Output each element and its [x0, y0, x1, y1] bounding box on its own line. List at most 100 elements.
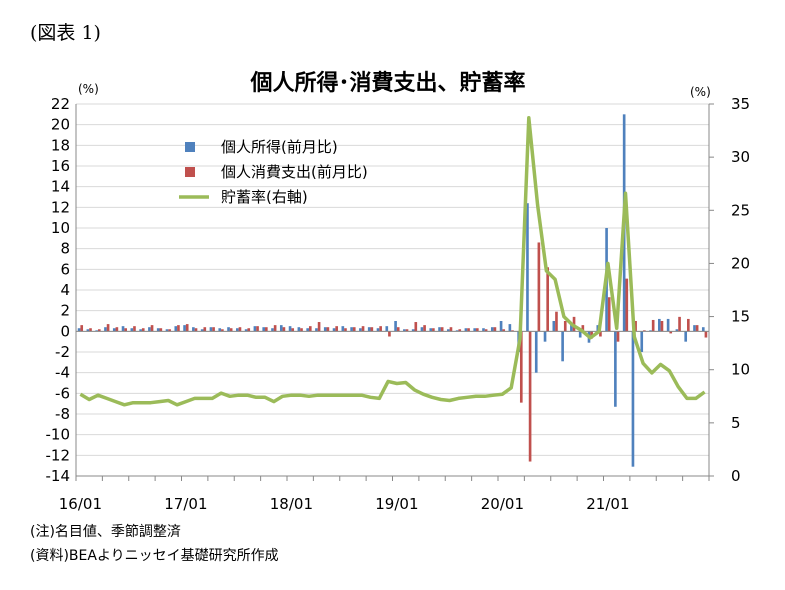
consumption-bar — [326, 327, 330, 332]
income-bar — [675, 329, 679, 332]
income-bar — [543, 331, 547, 342]
consumption-bar — [449, 327, 453, 332]
consumption-bar — [440, 327, 444, 332]
consumption-bar — [405, 329, 409, 332]
consumption-bar — [317, 322, 321, 332]
y-left-tick-label: 8 — [60, 240, 70, 258]
consumption-bar — [141, 328, 145, 332]
y-left-tick-label: -4 — [55, 364, 70, 382]
income-bar — [640, 331, 644, 352]
consumption-bar — [159, 328, 163, 332]
income-bar — [499, 321, 503, 332]
income-bar — [271, 328, 274, 332]
income-bar — [552, 321, 556, 332]
consumption-bar — [476, 328, 479, 332]
consumption-bar — [660, 321, 664, 332]
consumption-bar — [265, 327, 268, 332]
y-right-tick-label: 0 — [731, 467, 741, 485]
income-bar — [148, 327, 151, 332]
chart-title: 個人所得･消費支出、貯蓄率 — [249, 70, 525, 96]
consumption-bar — [335, 326, 338, 332]
income-bar — [411, 329, 415, 332]
consumption-bar — [581, 325, 585, 332]
income-bar — [684, 331, 688, 342]
consumption-bar — [194, 328, 198, 332]
consumption-bar — [273, 325, 277, 332]
income-bar — [200, 329, 204, 332]
consumption-bar — [203, 327, 207, 332]
income-bar — [367, 327, 371, 332]
y-left-tick-label: 12 — [51, 198, 70, 216]
y-left-tick-label: 22 — [51, 95, 70, 113]
y-right-tick-label: 15 — [731, 308, 750, 326]
consumption-bar — [625, 278, 629, 332]
tick-labels: 2220181614121086420-2-4-6-8-10-12-143530… — [46, 95, 751, 513]
y-left-tick-label: 10 — [51, 219, 70, 237]
consumption-bar — [546, 267, 549, 332]
consumption-bar — [458, 329, 462, 332]
income-bar — [253, 326, 257, 332]
consumption-bar — [669, 331, 673, 334]
income-bar — [614, 331, 617, 407]
income-bar — [526, 203, 529, 332]
consumption-bar — [238, 327, 242, 332]
income-bar — [464, 328, 468, 332]
income-bar — [288, 326, 292, 332]
income-bar — [209, 327, 213, 332]
income-bar — [447, 329, 450, 332]
consumption-bar — [643, 330, 646, 332]
consumption-bar — [133, 326, 136, 332]
income-bar — [262, 327, 266, 332]
income-bar — [570, 324, 573, 332]
consumption-bar — [502, 329, 506, 332]
y-axis-left-unit: (%) — [78, 82, 99, 96]
consumption-bar — [229, 328, 233, 332]
grid-lines — [76, 103, 709, 477]
consumption-bar — [361, 326, 365, 332]
income-bar — [508, 324, 512, 332]
note: (注)名目値、季節調整済 — [30, 524, 181, 540]
consumption-bar — [484, 329, 488, 332]
consumption-bar — [89, 328, 92, 332]
income-bar — [666, 318, 670, 332]
consumption-bar — [695, 325, 699, 332]
legend-label: 個人所得(前月比) — [221, 138, 338, 156]
income-bar — [95, 330, 98, 332]
consumption-bar — [414, 322, 418, 332]
income-bar — [332, 328, 336, 332]
consumption-bar — [344, 328, 347, 332]
income-bar — [341, 326, 345, 332]
consumption-bar — [115, 327, 119, 332]
income-bar — [139, 329, 142, 332]
income-bar — [156, 328, 160, 332]
y-left-tick-label: -14 — [46, 467, 71, 485]
income-bar — [86, 329, 90, 332]
consumption-bar — [651, 319, 655, 332]
saving-rate-line — [79, 116, 706, 407]
y-right-tick-label: 25 — [731, 201, 750, 219]
consumption-bar — [80, 325, 84, 332]
income-bar — [359, 328, 362, 332]
y-right-tick-label: 20 — [731, 254, 750, 272]
income-bar — [192, 327, 195, 332]
y-left-tick-label: 0 — [60, 322, 70, 340]
consumption-bar — [300, 328, 303, 332]
income-bar — [658, 318, 661, 332]
consumption-bar — [282, 327, 286, 332]
income-bar — [438, 327, 441, 332]
y-right-tick-label: 30 — [731, 148, 750, 166]
x-tick-label: 21/01 — [586, 495, 629, 513]
consumption-bar — [308, 326, 312, 332]
y-axis-right-unit: (%) — [690, 85, 711, 99]
consumption-bar — [352, 327, 356, 332]
consumption-bar — [106, 324, 110, 332]
income-bar — [279, 325, 283, 332]
legend-swatch-income — [185, 142, 195, 152]
consumption-bar — [537, 242, 541, 332]
consumption-bar — [379, 326, 382, 332]
income-bar — [315, 328, 318, 332]
consumption-bar — [150, 325, 154, 332]
consumption-bar — [467, 328, 470, 332]
consumption-bar — [212, 327, 215, 332]
